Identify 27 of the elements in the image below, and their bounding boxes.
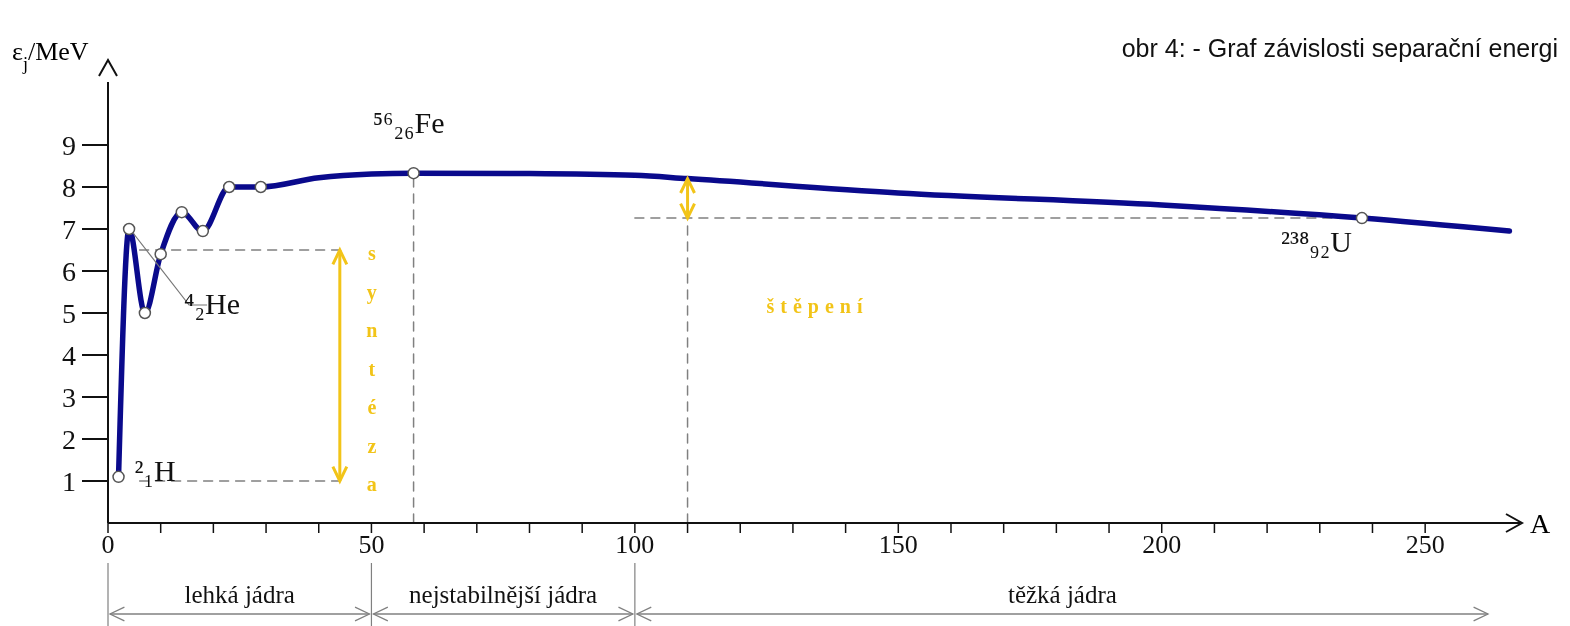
y-tick-label: 8 — [62, 171, 76, 203]
annotation: ⁴₂He — [184, 287, 240, 320]
y-tick-label: 9 — [62, 129, 76, 161]
x-tick-label: 250 — [1405, 530, 1445, 560]
y-axis-title: ε$_{j}$/MeV — [12, 37, 89, 74]
x-tick-label: 50 — [358, 530, 385, 560]
text: těžká jádra — [1006, 580, 1118, 610]
text: nejstabilnější jádra — [408, 580, 599, 610]
annotation: ²³⁸₉₂U — [1280, 225, 1353, 259]
y-tick-label: 5 — [62, 297, 76, 329]
x-tick-label: 100 — [615, 530, 655, 560]
y-tick-label: 3 — [62, 381, 76, 413]
y-tick-label: 1 — [62, 465, 76, 497]
x-tick-label: 150 — [878, 530, 918, 560]
y-tick-label: 7 — [62, 213, 76, 245]
y-tick-label: 2 — [62, 423, 76, 455]
annotation: štěpení — [766, 295, 869, 319]
y-tick-label: 6 — [62, 255, 76, 287]
x-tick-label: 200 — [1142, 530, 1182, 560]
annotation: ⁵⁶₂₆Fe — [372, 106, 445, 140]
chart-title: obr 4: - Graf závislosti separační energi — [1121, 34, 1558, 63]
y-tick-label: 4 — [62, 339, 76, 371]
annotation: syntéza — [366, 242, 378, 495]
x-axis-title: A — [1530, 508, 1551, 539]
annotation: ²₁H — [134, 453, 176, 487]
text: lehká jádra — [183, 580, 296, 610]
x-tick-label: 0 — [101, 530, 115, 560]
